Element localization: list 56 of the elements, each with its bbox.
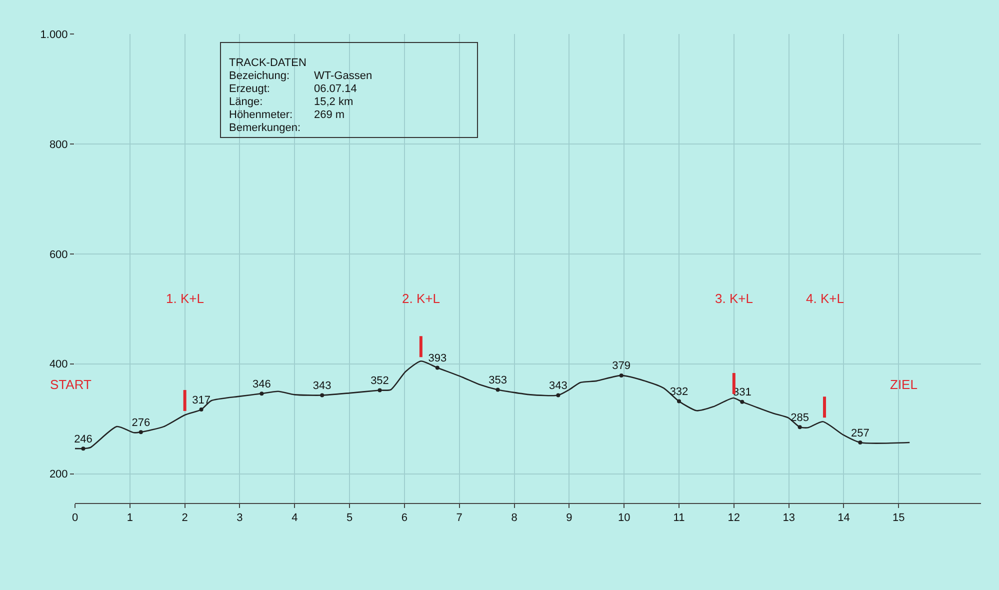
data-label: 317	[192, 394, 210, 406]
data-label: 353	[488, 374, 507, 386]
x-tick-label: 5	[346, 512, 353, 524]
point	[138, 430, 143, 434]
x-tick-label: 9	[566, 512, 572, 524]
x-tick-label: 11	[673, 512, 685, 524]
point	[677, 399, 681, 404]
x-tick-label: 10	[618, 512, 630, 524]
data-label: 352	[370, 375, 389, 388]
x-tick-label: 6	[401, 512, 408, 524]
x-tick-label: 7	[456, 512, 462, 524]
point	[320, 393, 324, 398]
point	[556, 393, 560, 398]
data-label: 285	[790, 412, 809, 424]
text: Bezeichung: WT-Gassen Erzeugt: 06.07.14 Länge: 15,2 km Höhenmeter: 269 m Bemerkungen:	[229, 70, 372, 134]
y-tick-label: 600	[49, 248, 68, 261]
annotation: ZIEL	[890, 377, 918, 392]
data-label: 246	[74, 433, 92, 446]
x-tick-label: 12	[728, 512, 740, 524]
data-label: 257	[851, 427, 870, 440]
data-label: 346	[252, 378, 271, 390]
point	[199, 408, 204, 412]
data-label: 343	[549, 380, 568, 392]
data-label: 332	[670, 386, 688, 398]
point	[260, 392, 264, 396]
data-label: 343	[312, 380, 332, 392]
annotation: START	[50, 377, 92, 392]
annotation: 4. K+L	[806, 291, 844, 306]
point	[619, 373, 624, 378]
annotation: 3. K+L	[715, 291, 753, 306]
x-tick-label: 14	[838, 512, 850, 524]
y-tick-label: 1.000	[40, 28, 68, 41]
x-tick-label: 0	[72, 512, 78, 524]
data-label: 393	[428, 352, 447, 364]
annotation: 1. K+L	[166, 291, 204, 306]
point	[81, 446, 86, 451]
x-tick-label: 2	[182, 512, 188, 524]
x-tick-label: 4	[292, 512, 298, 524]
text: TRACK-DATEN	[229, 57, 308, 70]
point	[496, 388, 500, 392]
x-tick-label: 8	[511, 512, 518, 524]
point	[378, 388, 382, 392]
annotation: 2. K+L	[402, 291, 440, 306]
x-tick-label: 3	[236, 512, 243, 524]
x-tick-label: 1	[126, 512, 133, 524]
point	[858, 440, 862, 445]
y-tick-label: 800	[49, 138, 68, 151]
x-tick-label: 13	[782, 512, 795, 524]
y-tick-label: 400	[49, 358, 68, 371]
point	[435, 366, 440, 370]
data-label: 276	[132, 416, 150, 429]
data-label: 379	[612, 360, 631, 372]
x-tick-label: 15	[892, 512, 905, 524]
y-tick-label: 200	[49, 468, 68, 481]
point	[798, 425, 802, 430]
point	[740, 400, 744, 404]
